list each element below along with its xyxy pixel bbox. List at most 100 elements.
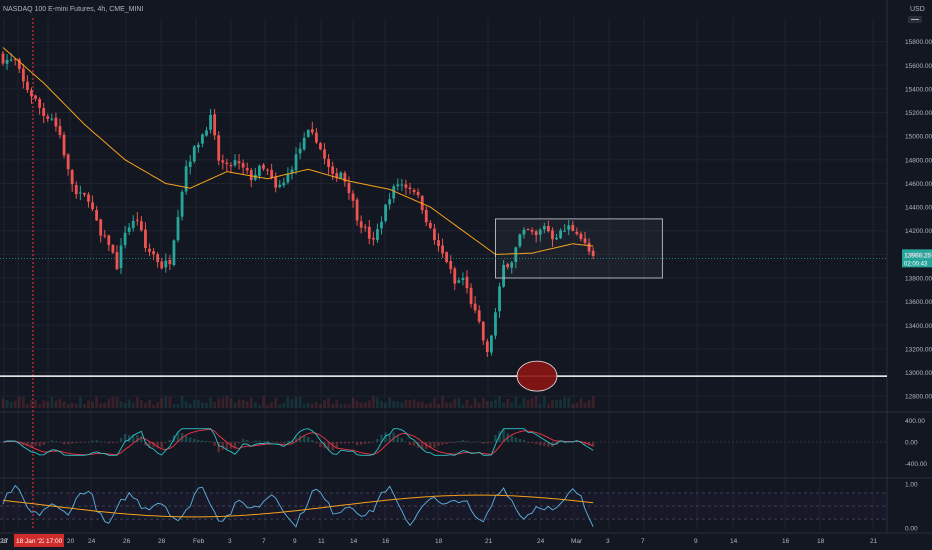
candle-body[interactable] [526,228,530,230]
candle-body[interactable] [331,166,335,174]
candle-body[interactable] [485,341,489,353]
candle-body[interactable] [327,159,330,168]
candle-body[interactable] [107,235,111,245]
candle-body[interactable] [396,184,400,187]
candle-body[interactable] [233,160,237,166]
candle-body[interactable] [546,225,550,232]
candle-body[interactable] [538,229,542,235]
candle-body[interactable] [428,222,432,228]
stochastic-indicator[interactable] [0,484,887,528]
candle-body[interactable] [274,176,278,188]
candle-body[interactable] [343,172,347,182]
candle-body[interactable] [209,114,212,130]
candle-body[interactable] [388,199,392,205]
candle-body[interactable] [192,146,196,162]
candle-body[interactable] [66,154,70,170]
candle-body[interactable] [583,238,587,243]
candle-body[interactable] [400,184,404,186]
candle-body[interactable] [26,81,29,90]
candle-body[interactable] [164,260,168,268]
candle-body[interactable] [494,312,497,336]
candle-body[interactable] [38,99,42,108]
candle-body[interactable] [21,68,25,82]
candle-body[interactable] [461,277,465,281]
candle-body[interactable] [135,219,139,221]
candle-body[interactable] [91,202,94,210]
candle-body[interactable] [229,165,233,167]
candle-body[interactable] [367,226,371,239]
candle-body[interactable] [180,191,184,217]
candle-body[interactable] [294,154,298,171]
candle-body[interactable] [416,191,420,196]
candle-body[interactable] [282,182,286,186]
candle-body[interactable] [571,224,575,231]
candle-body[interactable] [392,186,396,199]
candle-body[interactable] [298,148,302,154]
candle-body[interactable] [449,261,453,270]
candle-body[interactable] [579,233,583,239]
candle-body[interactable] [245,168,249,171]
candle-body[interactable] [5,59,9,64]
candle-body[interactable] [249,170,253,181]
candle-body[interactable] [74,185,78,195]
candle-body[interactable] [567,225,571,230]
candle-body[interactable] [498,286,501,312]
candle-body[interactable] [201,134,204,144]
candle-body[interactable] [221,160,225,163]
range-box[interactable] [495,218,663,279]
candle-body[interactable] [258,165,261,176]
candle-body[interactable] [363,226,367,228]
candle-body[interactable] [518,234,522,247]
candle-body[interactable] [522,229,526,235]
candle-body[interactable] [115,252,119,270]
candle-body[interactable] [404,184,408,188]
candle-body[interactable] [473,303,477,311]
candle-body[interactable] [196,144,200,148]
candle-body[interactable] [371,237,375,240]
candle-body[interactable] [347,182,351,194]
candle-body[interactable] [266,169,269,171]
candle-body[interactable] [359,221,363,228]
candle-body[interactable] [168,259,172,265]
candle-body[interactable] [591,250,595,256]
candle-body[interactable] [380,221,383,229]
candle-body[interactable] [148,248,151,252]
candle-body[interactable] [555,237,558,240]
candle-body[interactable] [176,217,180,241]
candle-body[interactable] [262,164,265,169]
candle-body[interactable] [95,209,99,221]
candle-body[interactable] [481,321,485,341]
candle-body[interactable] [144,229,147,248]
candle-body[interactable] [433,228,436,241]
candle-body[interactable] [339,172,343,179]
candle-body[interactable] [587,243,591,252]
candle-body[interactable] [139,221,143,231]
candle-body[interactable] [9,59,13,61]
macd-indicator[interactable] [0,428,887,456]
candle-body[interactable] [551,230,554,240]
candle-body[interactable] [310,129,314,133]
candle-body[interactable] [50,118,54,120]
candle-body[interactable] [119,245,123,269]
candle-body[interactable] [465,276,469,289]
candle-body[interactable] [54,117,58,127]
candle-body[interactable] [156,254,160,262]
candle-body[interactable] [1,53,5,64]
candle-body[interactable] [510,262,514,268]
candle-body[interactable] [217,135,221,161]
candle-body[interactable] [237,161,241,164]
candle-body[interactable] [103,235,107,237]
candle-body[interactable] [542,226,546,230]
candle-body[interactable] [62,134,66,156]
candle-body[interactable] [99,219,103,236]
candle-body[interactable] [42,108,46,117]
candle-body[interactable] [335,173,339,179]
candle-body[interactable] [152,251,155,255]
candle-body[interactable] [490,335,493,353]
candle-body[interactable] [469,287,473,304]
candle-body[interactable] [225,162,229,165]
candle-body[interactable] [319,143,322,150]
candle-body[interactable] [188,161,192,168]
candle-body[interactable] [70,170,74,185]
